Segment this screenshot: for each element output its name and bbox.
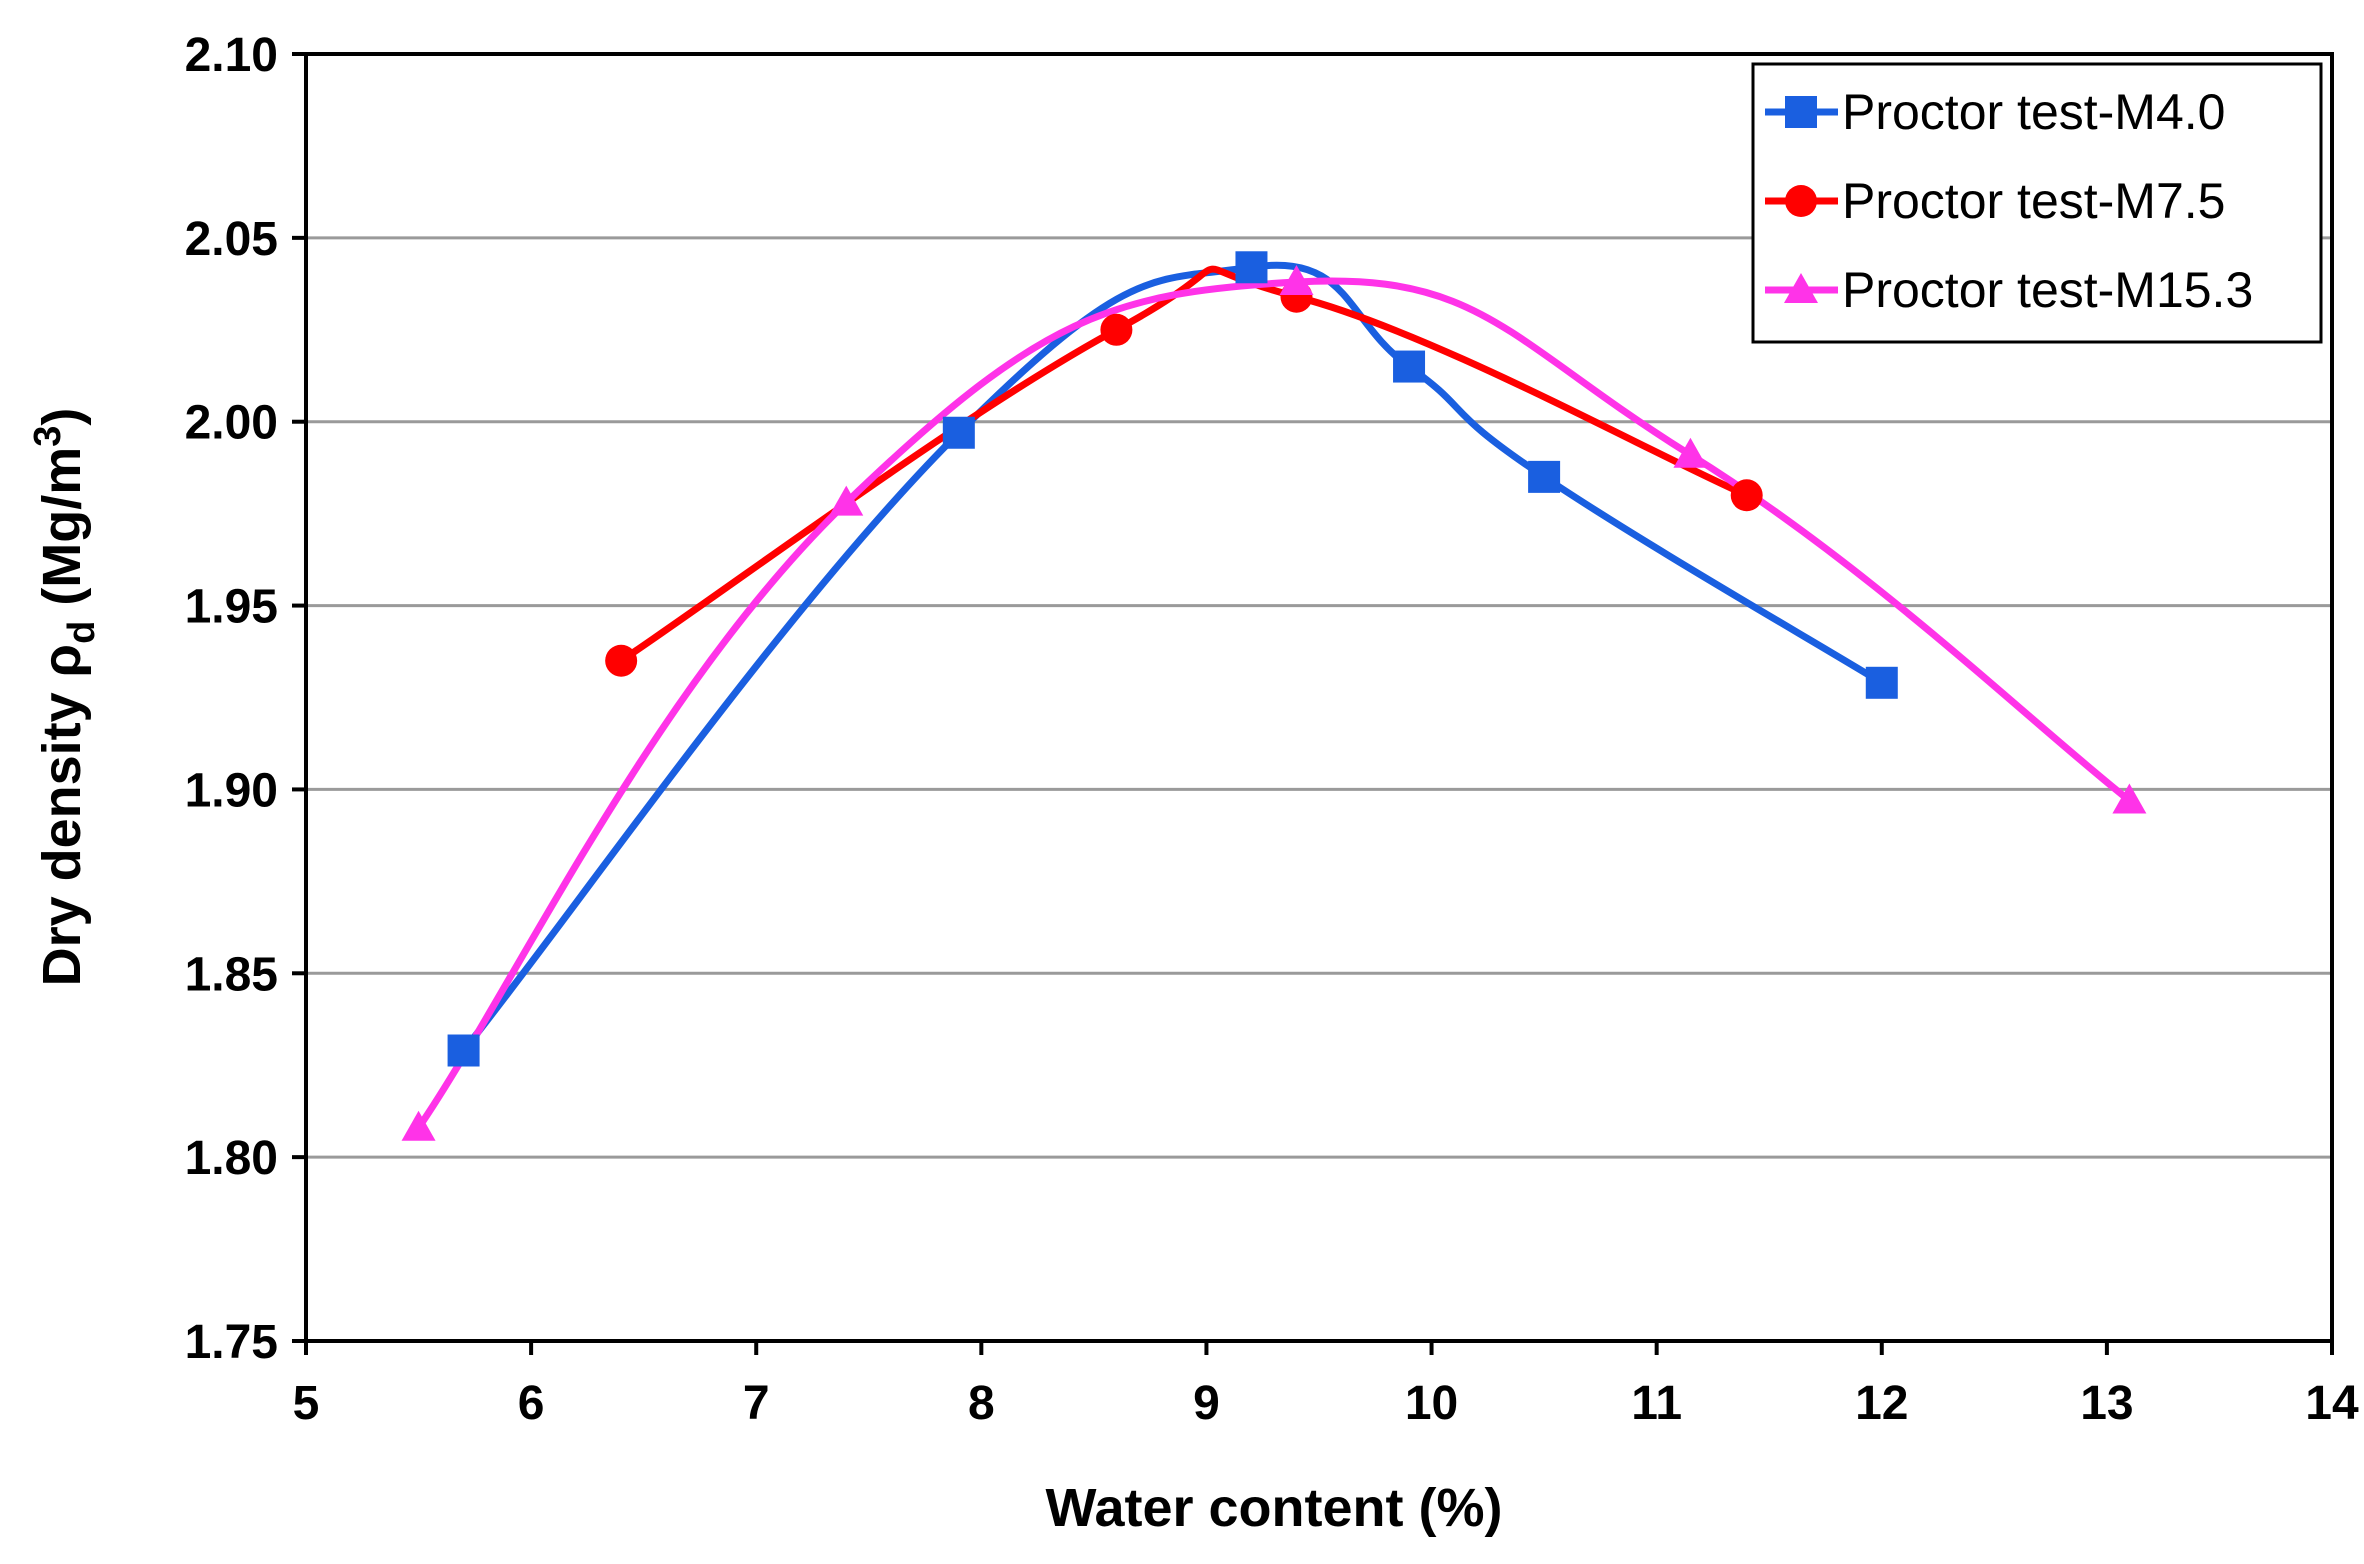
data-point-series-1	[942, 416, 975, 449]
data-point-series-3	[1673, 437, 1708, 468]
series-line-1	[460, 261, 1884, 1053]
y-tick-label: 2.05	[185, 213, 278, 266]
y-tick-label: 1.85	[185, 948, 278, 1001]
data-point-series-1	[1235, 251, 1268, 284]
data-point-series-1	[1393, 350, 1426, 383]
series-markers	[401, 251, 2147, 1141]
data-point-series-3	[1279, 264, 1314, 295]
x-axis-title: Water content (%)	[1046, 1478, 1503, 1538]
data-point-series-3	[829, 485, 864, 516]
plot-area-frame	[304, 52, 2334, 1343]
data-point-series-2	[605, 644, 638, 677]
legend-box	[1751, 62, 2323, 344]
y-tick-label: 2.10	[185, 29, 278, 82]
x-tick-label: 8	[968, 1377, 995, 1430]
y-tick-label: 1.80	[185, 1132, 278, 1185]
data-point-series-3	[2112, 783, 2147, 814]
series-line-2	[619, 265, 1749, 664]
series-line-3	[415, 277, 2132, 1130]
x-tick-label: 14	[2305, 1377, 2359, 1430]
legend-swatch-marker	[1784, 273, 1818, 303]
x-tick-label: 6	[518, 1377, 545, 1430]
y-tick-label: 1.75	[185, 1316, 278, 1369]
x-tick-label: 7	[743, 1377, 770, 1430]
y-tick-label: 2.00	[185, 397, 278, 450]
x-tick-label: 12	[1855, 1377, 1908, 1430]
legend-swatch-marker	[1785, 96, 1817, 128]
legend-swatch-marker	[1785, 185, 1817, 217]
legend-label: Proctor test-M15.3	[1842, 262, 2253, 318]
data-point-series-2	[1730, 479, 1763, 512]
legend-label: Proctor test-M4.0	[1842, 84, 2225, 140]
x-tick-label: 10	[1405, 1377, 1458, 1430]
data-point-series-1	[447, 1034, 480, 1067]
y-axis-ticks: 1.75 1.80 1.85 1.90 1.95 2.00 2.05 2.10	[185, 29, 306, 1369]
data-point-series-1	[1528, 460, 1561, 493]
legend: Proctor test-M4.0 Proctor test-M7.5 Procto…	[1751, 62, 2323, 344]
legend-label: Proctor test-M7.5	[1842, 173, 2225, 229]
x-tick-label: 9	[1193, 1377, 1220, 1430]
x-axis-ticks: 5 6 7 8 9 10 11 12 13 14	[293, 1341, 2359, 1430]
gridlines	[306, 236, 2332, 1159]
data-point-series-2	[1100, 313, 1133, 346]
x-tick-label: 11	[1631, 1377, 1682, 1430]
data-point-series-3	[401, 1110, 436, 1141]
x-tick-label: 13	[2080, 1377, 2133, 1430]
x-tick-label: 5	[293, 1377, 320, 1430]
y-tick-label: 1.95	[185, 581, 278, 634]
y-tick-label: 1.90	[185, 764, 278, 817]
y-axis-title: Dry density ρd (Mg/m3)	[27, 408, 103, 987]
data-point-series-1	[1865, 666, 1898, 699]
